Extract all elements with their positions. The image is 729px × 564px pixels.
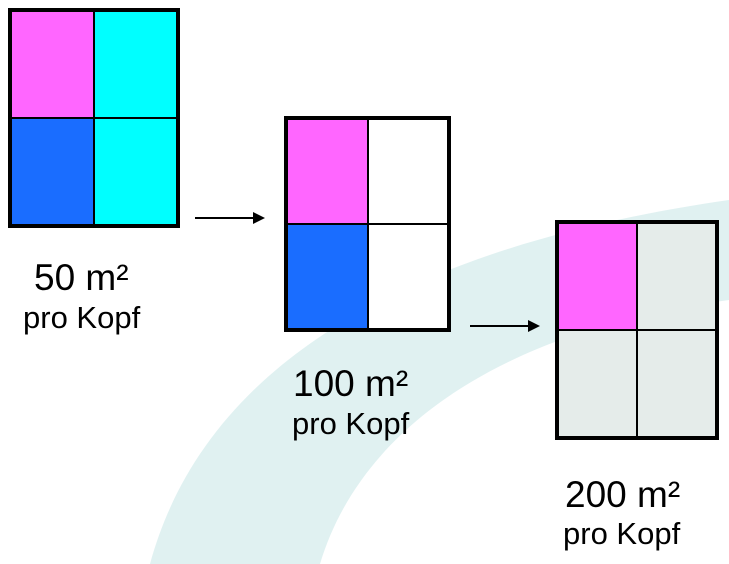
cell-bottom-right: [638, 331, 715, 436]
cell-bottom-left: [12, 119, 93, 224]
per-capita-label: pro Kopf: [292, 406, 410, 441]
area-label-200: 200 m²: [565, 474, 681, 515]
cell-top-right: [95, 12, 176, 117]
floor-plan-100: [284, 116, 451, 332]
per-capita-label: pro Kopf: [563, 516, 681, 551]
floor-plan-200: [555, 220, 719, 440]
area-label-100: 100 m²: [293, 363, 409, 404]
cell-bottom-left: [559, 331, 636, 436]
cell-bottom-right: [368, 225, 447, 328]
right-arrow-icon: [470, 320, 540, 332]
cell-top-right: [638, 224, 715, 329]
cell-top-left: [559, 224, 636, 329]
cell-top-left: [12, 12, 93, 117]
cell-top-left: [288, 120, 367, 223]
right-arrow-icon: [195, 212, 265, 224]
per-capita-label: pro Kopf: [23, 300, 141, 335]
cell-top-right: [368, 120, 447, 223]
area-label-50: 50 m²: [34, 257, 129, 298]
cell-bottom-left: [288, 225, 367, 328]
cell-bottom-right: [95, 119, 176, 224]
floor-plan-50: [8, 8, 180, 228]
